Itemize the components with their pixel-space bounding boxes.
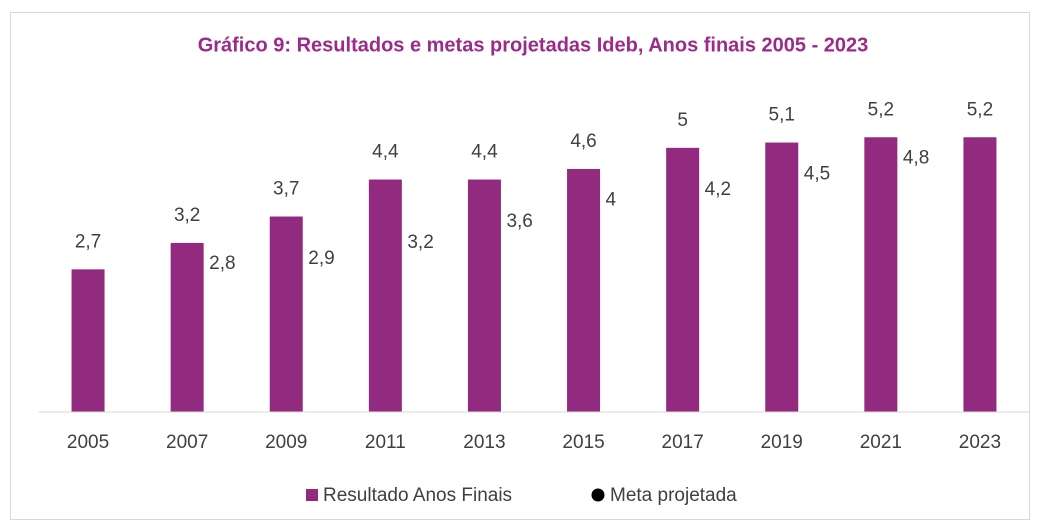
data-label: 4,2 [705,179,731,200]
x-tick-label: 2013 [463,432,505,453]
chart-title: Gráfico 9: Resultados e metas projetadas… [198,34,869,56]
data-label: 2,9 [308,248,334,269]
x-tick-label: 2021 [860,432,902,453]
data-label: 3,2 [174,205,200,226]
bar [666,147,700,413]
x-tick-label: 2023 [959,432,1001,453]
legend-label: Meta projetada [610,485,737,506]
data-label: 4,5 [804,163,830,184]
x-tick-label: 2005 [67,432,109,453]
legend-label: Resultado Anos Finais [323,485,512,506]
bar [963,137,997,412]
bar [368,179,402,412]
x-tick-label: 2015 [562,432,604,453]
data-label: 2,7 [75,231,101,252]
data-label: 5 [677,110,688,131]
data-label: 3,7 [273,179,299,200]
legend-swatch [306,489,318,501]
bar [567,168,601,412]
data-label: 4,4 [471,142,498,163]
x-tick-label: 2011 [365,432,406,453]
bar [269,216,303,412]
data-label: 4 [606,190,617,211]
data-label: 5,1 [769,105,795,126]
data-label: 3,2 [407,232,433,253]
x-tick-label: 2017 [662,432,704,453]
data-label: 2,8 [209,253,235,274]
x-tick-label: 2009 [265,432,307,453]
data-label: 5,2 [868,99,894,120]
data-label: 5,2 [967,99,993,120]
x-tick-label: 2019 [761,432,803,453]
bar [765,142,799,413]
data-label: 4,6 [570,131,596,152]
legend-swatch [591,488,605,502]
bar [71,269,105,412]
x-tick-label: 2007 [166,432,208,453]
bar [467,179,501,412]
data-label: 3,6 [506,211,532,232]
bar [864,137,898,412]
data-label: 4,4 [372,142,399,163]
data-label: 4,8 [903,147,929,168]
bar [170,242,204,412]
